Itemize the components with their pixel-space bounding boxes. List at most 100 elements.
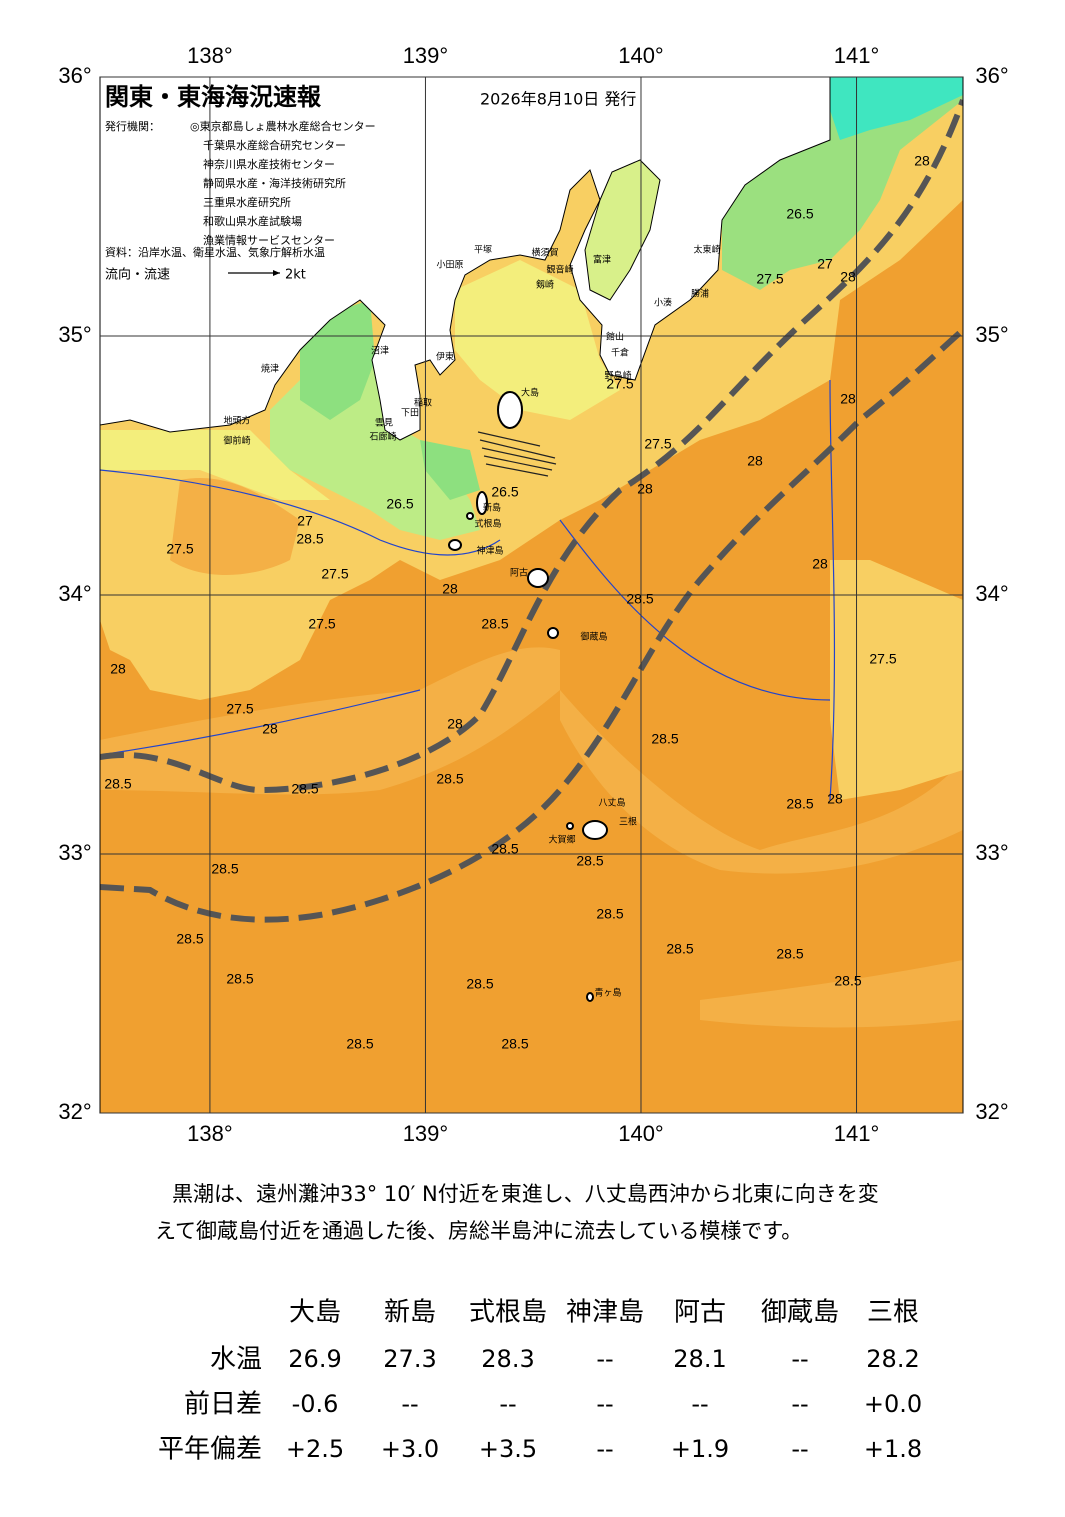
table-cell: 28.3 [481,1345,534,1373]
contour-label: 28.5 [501,1036,528,1052]
contour-label: 28.5 [291,781,318,797]
table-cell: -- [791,1390,808,1418]
sea-26 [300,300,480,500]
contour-label: 27.5 [321,566,348,582]
contour-label: 27.5 [308,616,335,632]
place-name: 雲見 [375,418,393,429]
contour-label: 28 [637,481,653,497]
place-name: 小湊 [654,297,672,309]
lat-tick-label: 36° [58,63,91,88]
table-cell: +1.9 [671,1435,729,1463]
publisher: 神奈川県水産技術センター [203,157,335,171]
contour-label: 28 [442,581,458,597]
table-cell: 27.3 [383,1345,436,1373]
publisher: 千葉県水産総合研究センター [203,138,346,152]
place-name: 館山 [606,331,624,343]
contour-label: 28.5 [176,931,203,947]
contour-label: 28.5 [786,796,813,812]
contour-label: 27.5 [644,436,671,452]
table-header: 新島 [384,1298,436,1328]
table-cell: -0.6 [292,1390,339,1418]
table-cell: 28.2 [866,1345,919,1373]
place-name: 富津 [593,254,611,266]
place-name: 焼津 [261,364,279,375]
contour-label: 28.5 [211,861,238,877]
lat-tick-label: 36° [975,63,1008,88]
lat-tick-label: 32° [58,1099,91,1124]
lat-tick-label: 34° [58,581,91,606]
place-name: 野島崎 [604,370,631,382]
sea-cold [830,77,963,140]
lon-tick-label: 138° [187,1121,233,1146]
publisher: ◎東京都島しょ農林水産総合センター [190,119,376,133]
lon-tick-label: 141° [834,43,880,68]
contour-label: 28 [812,556,828,572]
table-header: 御蔵島 [761,1298,839,1328]
contour-label: 28.5 [666,941,693,957]
kuroshio-north-edge [100,98,963,794]
place-name: 沼津 [371,346,389,357]
table-cell: +0.0 [864,1390,922,1418]
contour-label: 28.5 [596,906,623,922]
lat-tick-label: 35° [975,322,1008,347]
contour-label: 27.5 [606,376,633,392]
contour-label: 28.5 [104,776,131,792]
place-name: 平塚 [474,245,492,256]
contour-label: 28.5 [834,973,861,989]
lat-tick-label: 35° [58,322,91,347]
table-header: 式根島 [469,1298,547,1328]
lon-tick-label: 139° [403,1121,449,1146]
contour-label: 28.5 [436,771,463,787]
table-cell: +2.5 [286,1435,344,1463]
contour-label: 28 [262,721,278,737]
contour-label: 28.5 [776,946,803,962]
place-name: 三根 [619,816,637,828]
description-line: 黒潮は、遠州灘沖33° 10′ N付近を東進し、八丈島西沖から北東に向きを変 [172,1182,879,1206]
contour-label: 28.5 [296,531,323,547]
contour-label: 27 [817,256,833,272]
contour-label: 28.5 [576,853,603,869]
place-name: 観音崎 [546,264,573,276]
contour-label: 28 [747,453,763,469]
table-cell: -- [596,1345,613,1373]
publisher: 三重県水産研究所 [203,195,291,209]
publisher: 漁業情報サービスセンター [203,233,335,247]
place-name: 千倉 [611,347,629,359]
sea-cool [722,77,963,290]
publisher: 静岡県水産・海洋技術研究所 [203,176,346,190]
place-name: 太東崎 [693,244,720,256]
contour-label: 28.5 [491,841,518,857]
contour-label: 28 [827,791,843,807]
contour-label: 27 [297,513,313,529]
publisher-label: 発行機関： [105,119,160,133]
place-name: 稲取 [414,397,432,409]
lat-tick-label: 34° [975,581,1008,606]
place-name: 下田 [401,408,419,419]
table-cell: -- [401,1390,418,1418]
kuroshio-south-edge [100,327,963,923]
table-cell: -- [499,1390,516,1418]
table-cell: 26.9 [288,1345,341,1373]
contour-label: 28 [914,153,930,169]
place-name: 大島 [521,387,539,399]
flow-scale: 2kt [285,268,306,283]
contour-label: 28.5 [346,1036,373,1052]
contour-label: 28.5 [651,731,678,747]
contour-label: 27.5 [869,651,896,667]
contour-label: 28.5 [626,591,653,607]
contour-label: 27.5 [756,271,783,287]
flow-arrow-head [273,270,280,276]
description-line: えて御蔵島付近を通過した後、房総半島沖に流去している模様です。 [155,1219,802,1243]
contour-label: 27.5 [226,701,253,717]
place-name: 新島 [483,502,501,514]
lon-tick-label: 140° [618,1121,664,1146]
contour-label: 28.5 [481,616,508,632]
issue-date: 2026年8月10日 発行 [480,90,636,109]
contour-label: 28 [840,391,856,407]
lat-tick-label: 33° [975,840,1008,865]
place-name: 阿古 [510,567,528,579]
table-header: 阿古 [674,1298,726,1328]
sea-27 [100,260,620,500]
table-cell: -- [791,1435,808,1463]
place-name: 八丈島 [598,797,625,809]
